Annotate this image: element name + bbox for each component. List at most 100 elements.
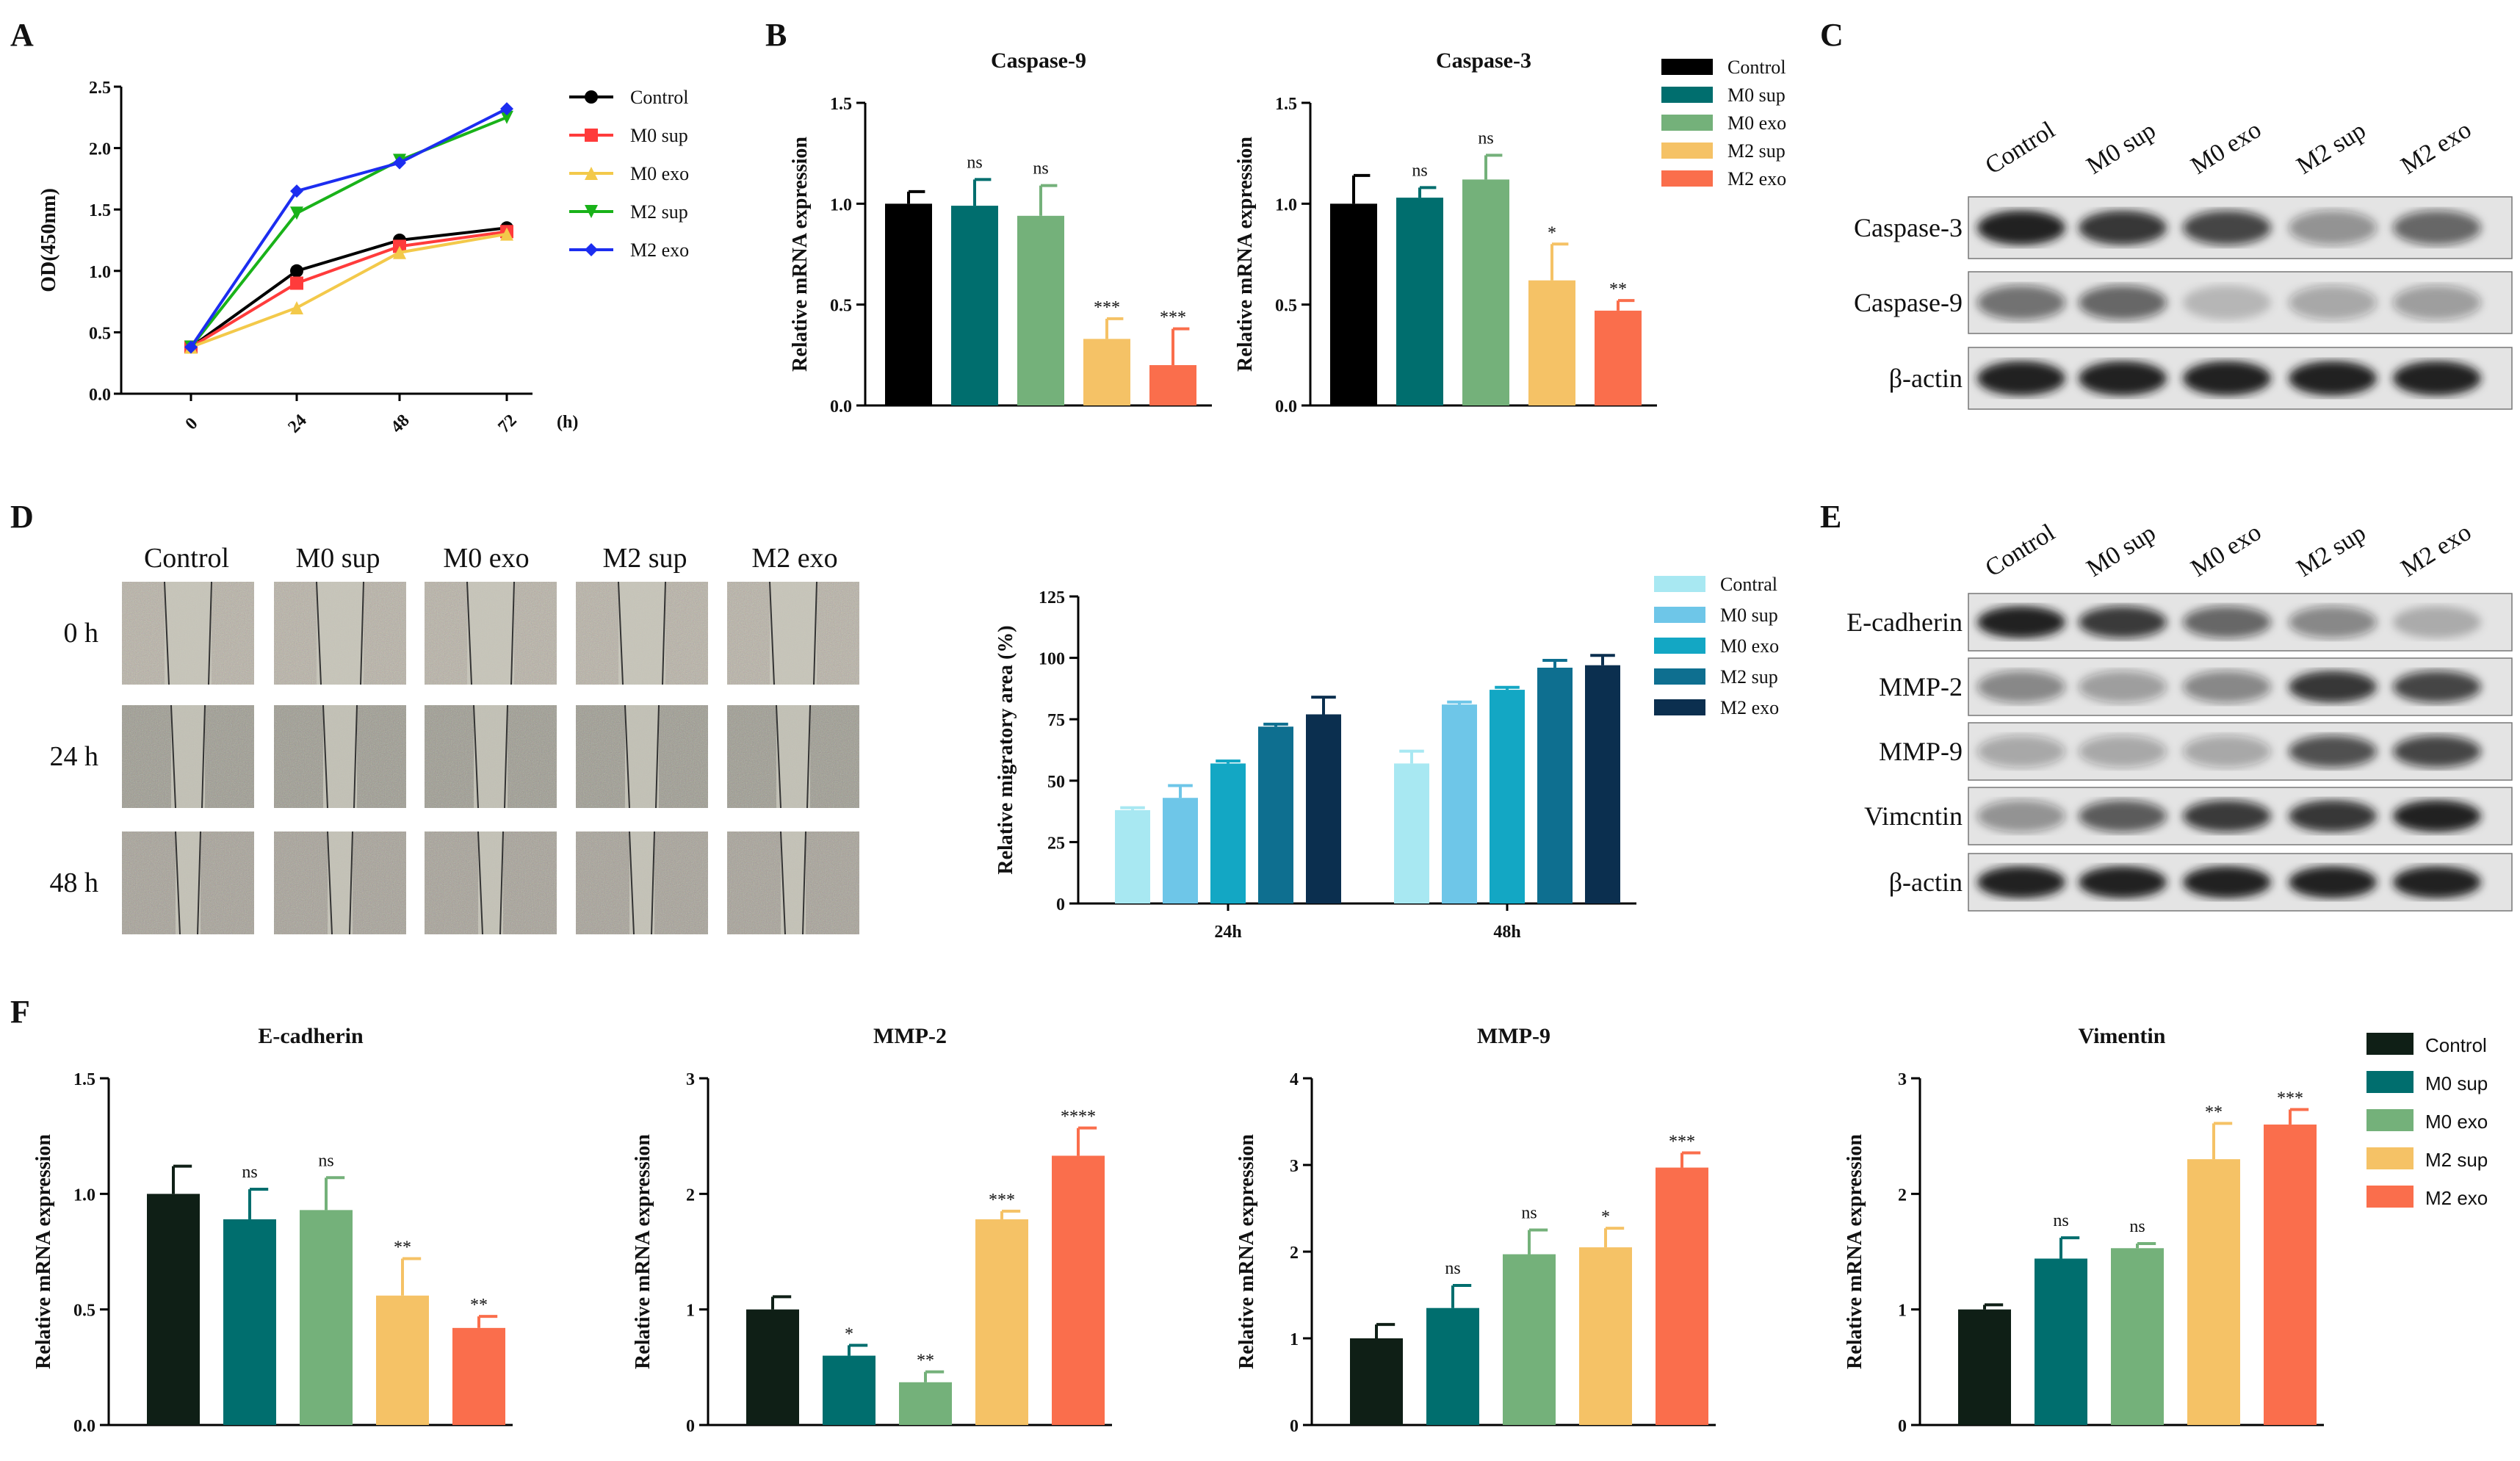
blot-band [2289, 361, 2377, 396]
blot-row-label: β-actin [1889, 867, 1963, 897]
bar [1579, 1247, 1632, 1425]
bar [2187, 1159, 2240, 1425]
scratch-edge [353, 704, 358, 809]
bar [376, 1295, 429, 1425]
y-axis-label: Relative migratory area (%) [994, 625, 1017, 874]
scratch-edge [813, 581, 817, 685]
legend-swatch [1654, 699, 1705, 715]
scratch-edge [349, 831, 353, 935]
blot-band [2079, 285, 2167, 320]
legend-b: Control M0 sup M0 exo M2 sup M2 exo [1661, 57, 1786, 190]
significance-label: ** [2205, 1103, 2223, 1122]
blot-band [2079, 210, 2167, 245]
y-axis-label: OD(450nm) [37, 188, 60, 292]
bar [223, 1219, 276, 1425]
blot-row-label: Caspase-9 [1854, 288, 1963, 317]
significance-label: ns [1412, 161, 1427, 180]
panel-letter-b: B [765, 17, 787, 53]
blot-band [2183, 800, 2271, 832]
bar [452, 1327, 505, 1425]
legend-swatch [2366, 1071, 2414, 1093]
data-point [585, 90, 598, 104]
western-blot-c: Control M0 sup M0 exo M2 sup M2 exo Caspase-3… [1854, 116, 2513, 410]
blot-band [2079, 606, 2167, 638]
series-line [189, 115, 508, 348]
legend-label: M2 exo [2425, 1187, 2488, 1209]
x-tick-label: 72 [494, 411, 520, 436]
x-tick-label: 48h [1493, 923, 1520, 942]
y-tick-label: 1.0 [830, 195, 852, 214]
y-tick-label: 2.0 [89, 140, 111, 159]
series-line [190, 232, 508, 349]
bar [1163, 798, 1198, 903]
blot-band [2393, 210, 2481, 245]
scratch-edge [629, 831, 635, 935]
legend-swatch [2366, 1033, 2414, 1055]
data-point [184, 340, 198, 354]
blot-band [1977, 210, 2065, 245]
bar [885, 203, 932, 405]
scratch-row-label: 24 h [50, 741, 99, 772]
bar [1115, 809, 1150, 903]
y-tick-label: 0 [1290, 1417, 1299, 1436]
scratch-edge [477, 831, 483, 935]
blot-band [2393, 800, 2481, 832]
bar [1595, 310, 1642, 405]
y-tick-label: 1.5 [89, 201, 111, 220]
scratch-gap [776, 705, 810, 808]
significance-label: ns [1445, 1259, 1460, 1278]
bar [975, 1219, 1028, 1425]
y-tick-label: 0 [1056, 895, 1065, 915]
y-tick-label: 0.0 [89, 386, 111, 405]
legend-swatch [1654, 607, 1705, 623]
scratch-edge [466, 581, 472, 685]
scratch-gap [625, 705, 659, 808]
data-point [585, 205, 598, 218]
scratch-column-label: Control [144, 543, 229, 574]
blot-band [2079, 866, 2167, 898]
bar [1394, 763, 1429, 903]
bar [1017, 215, 1064, 405]
y-axis-label: Relative mRNA expression [789, 137, 812, 372]
legend-label: M0 sup [1727, 84, 1786, 106]
scratch-gap [770, 582, 817, 685]
chart-f-ecadherin: E-cadherin 0.0 0.5 1.0 1.5 Relative mRNA expr… [32, 1024, 513, 1436]
y-tick-label: 1.5 [73, 1070, 95, 1089]
legend-label: Control [630, 87, 688, 108]
chart-f-vimentin: Vimentin 0 1 2 3 Relative mRNA expression ns ns… [1844, 1024, 2324, 1436]
blot-row-label: MMP-9 [1879, 737, 1963, 766]
chart-b-caspase3: Caspase-3 0.0 0.5 1.0 1.5 Relative mRNA expre… [1234, 48, 1657, 416]
significance-label: * [845, 1324, 853, 1343]
significance-label: ** [917, 1352, 934, 1371]
scratch-gap [618, 582, 665, 685]
western-blot-e: Control M0 sup M0 exo M2 sup M2 exo E-cadheri… [1846, 519, 2513, 912]
blot-row-label: Vimcntin [1864, 801, 1963, 831]
y-tick-label: 3 [1898, 1070, 1907, 1089]
y-tick-label: 4 [1290, 1070, 1299, 1089]
x-tick-label: 48 [387, 411, 413, 436]
lane-label: M0 exo [2187, 116, 2267, 180]
scratch-assay-images: Control M0 sup M0 exo M2 sup M2 exo 0 h 24 h 48… [50, 543, 859, 935]
blot-band [2289, 606, 2377, 638]
legend-swatch [1654, 576, 1705, 592]
blot-band [2183, 285, 2271, 320]
y-tick-label: 0 [1898, 1417, 1907, 1436]
legend-label: M2 sup [1727, 140, 1786, 162]
scratch-edge [618, 581, 624, 685]
y-tick-label: 3 [686, 1070, 695, 1089]
x-axis-label: (h) [557, 413, 578, 432]
significance-label: ns [242, 1163, 257, 1182]
lane-label: M0 sup [2082, 519, 2161, 582]
scratch-gap [474, 705, 508, 808]
significance-label: ** [470, 1296, 488, 1315]
x-tick-label: 24h [1214, 923, 1241, 942]
legend-swatch [2366, 1186, 2414, 1208]
blot-band [2289, 285, 2377, 320]
y-tick-label: 1.0 [73, 1186, 95, 1205]
bar [1210, 763, 1246, 903]
significance-label: *** [1094, 298, 1120, 317]
significance-label: ns [1521, 1204, 1537, 1223]
blot-band [2183, 210, 2271, 245]
legend-label: M2 sup [1720, 666, 1778, 688]
